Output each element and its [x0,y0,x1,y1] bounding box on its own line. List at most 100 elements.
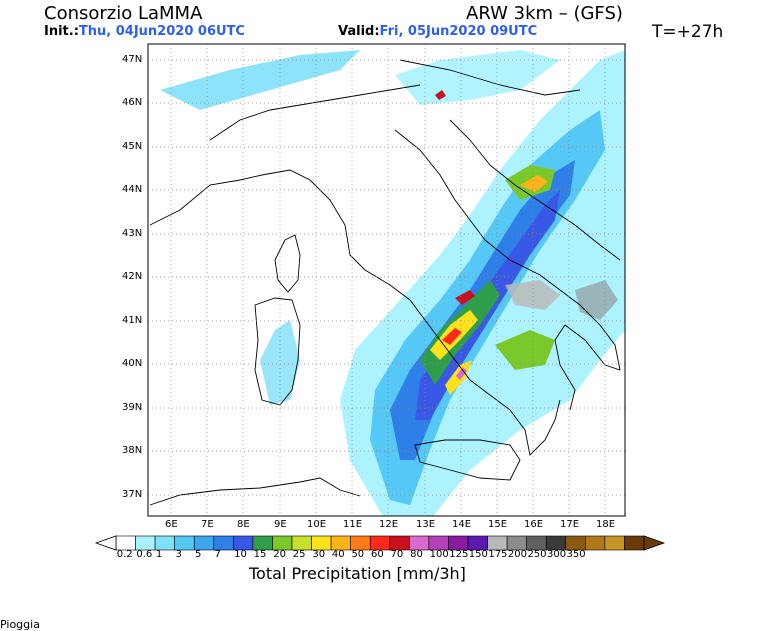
colorbar-cell [252,535,273,551]
lon-label: 11E [343,519,363,530]
precip-core-northeast [435,90,446,100]
colorbar-cell [585,535,606,551]
lat-label: 43N [122,228,143,239]
lon-label: 18E [596,519,616,530]
precip-band-north [395,50,560,105]
precip-core-red [442,328,462,345]
colorbar-cell [369,535,391,551]
coast-balkan [449,119,621,261]
colorbar-cell [330,535,351,551]
colorbar-tick-label: 25 [292,549,306,560]
lon-label: 14E [452,519,472,530]
lat-label: 41N [122,315,143,326]
precip-grey-east [575,280,618,320]
precip-core-red-2 [455,290,475,305]
colorbar-cell [448,535,469,551]
colorbar-tick-label: 80 [410,549,423,560]
colorbar-tick-label: 40 [331,549,345,560]
colorbar-left-arrow [94,535,117,551]
colorbar-tick-label: 200 [507,549,527,560]
colorbar-cell [565,535,586,551]
colorbar-cell [233,535,254,551]
lon-label: 8E [237,519,250,530]
lat-label: 47N [122,54,143,65]
coastlines [149,59,621,506]
lat-label: 42N [122,271,143,282]
colorbar-cell [291,535,312,551]
colorbar-tick-label: 5 [195,549,202,560]
colorbar-tick-label: 350 [566,549,586,560]
colorbar-cell [154,535,175,551]
colorbar-cell [115,535,136,551]
colorbar-tick-label: 250 [527,549,547,560]
lon-label: 9E [274,519,287,530]
colorbar-tick-label: 30 [312,549,326,560]
precip-core-yellow-adriatic [520,175,548,192]
colorbar-cell [174,535,195,551]
init-value: Thu, 04Jun2020 06UTC [78,24,245,39]
colorbar-cell [135,535,156,551]
lon-label: 17E [560,519,580,530]
coast-italy-east [394,129,621,411]
colorbar-tick-label: 150 [468,549,488,560]
init-line: Init.:Thu, 04Jun2020 06UTC [44,24,245,39]
colorbar-right-arrow [643,535,666,551]
colorbar-cell [624,535,645,551]
colorbar-tick-label: 20 [273,549,286,560]
colorbar-tick-label: 3 [175,549,182,560]
valid-label: Valid: [338,24,380,39]
colorbar-tick-label: 15 [253,549,267,560]
colorbar-tick-label: 0.2 [116,549,133,560]
colorbar-tick-label: 125 [449,549,469,560]
lat-label: 39N [122,402,143,413]
coast-sardinia [254,297,301,406]
coast-corsica [274,234,301,293]
border-north [399,59,581,96]
border-alps [209,84,421,141]
lon-label: 15E [488,519,508,530]
colorbar-cell [213,535,234,551]
map-frame [147,43,626,517]
lon-label: 6E [165,519,178,530]
lat-label: 44N [122,184,143,195]
colorbar-tick-label: 50 [351,549,365,560]
colorbar-tick-label: 60 [371,549,384,560]
lon-label: 13E [416,519,436,530]
colorbar-tick-label: 100 [429,549,449,560]
colorbar-cell [350,535,371,551]
colorbar-cells [115,535,645,551]
colorbar-cell [272,535,293,551]
colorbar-title: Total Precipitation [mm/3h] [249,564,466,583]
lat-label: 38N [122,445,143,456]
colorbar-cell [193,535,215,551]
colorbar-cell [428,535,449,551]
lat-label: 45N [122,141,143,152]
coast-sicily [414,439,521,481]
lon-label: 12E [379,519,399,530]
colorbar-cell [526,535,547,551]
init-label: Init.: [44,24,79,39]
colorbar-tick-label: 300 [547,549,567,560]
colorbar-tick-label: 70 [390,549,404,560]
colorbar-tick-label: 0.6 [136,549,153,560]
model-name-title: ARW 3km – (GFS) [466,3,623,24]
lon-label: 10E [307,519,327,530]
lat-label: 40N [122,358,143,369]
forecast-step: T=+27h [652,22,724,42]
precip-core-magenta [456,367,467,380]
precip-band-sardinia [260,320,300,405]
colorbar-tick-label: 1 [155,549,163,560]
valid-value: Fri, 05Jun2020 09UTC [379,24,538,39]
graticule [148,44,625,516]
coast-italy-west [149,169,561,456]
valid-line: Valid:Fri, 05Jun2020 09UTC [338,24,537,39]
colorbar-cell [506,535,527,551]
footer-text: Pioggia [0,618,40,631]
precip-band-alps [160,50,360,110]
colorbar-tick-label: 7 [214,549,221,560]
colorbar-cell [311,535,332,551]
lon-label: 16E [524,519,544,530]
precip-core-green-south [495,330,555,370]
